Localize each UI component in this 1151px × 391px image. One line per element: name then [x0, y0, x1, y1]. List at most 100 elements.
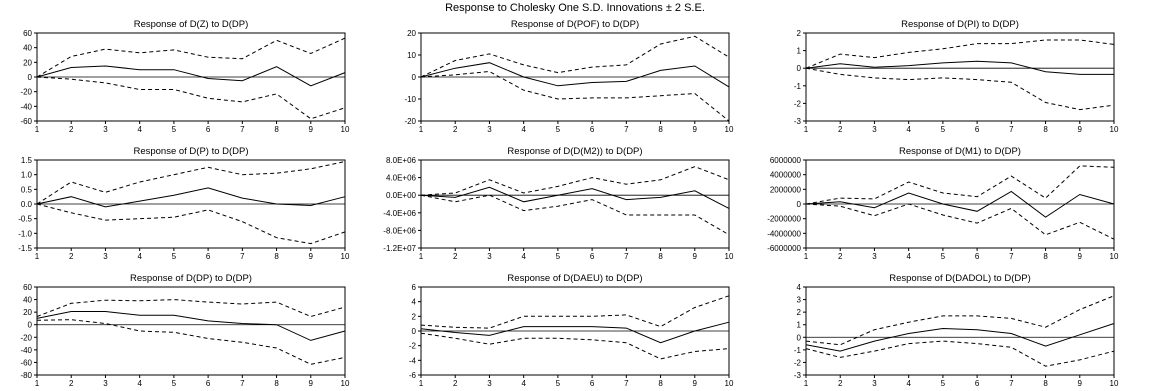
irf-panel: Response of D(DAEU) to D(DP) -6 -4 -2 0 2 4 6 1 2…: [409, 273, 734, 388]
lower-band-line: [36, 76, 346, 120]
plot-frame: [805, 286, 1115, 376]
y-tick-label: 2: [412, 312, 417, 321]
irf-panel: Response of D(M1) to D(DP) -6000000 -40000…: [767, 146, 1119, 261]
x-tick-label: 4: [906, 252, 911, 261]
y-tick-label: -3: [794, 371, 802, 380]
y-tick-label: -2: [794, 99, 802, 108]
x-tick-label: 6: [975, 379, 980, 388]
x-tick-label: 6: [975, 125, 980, 134]
x-tick-label: 4: [137, 252, 142, 261]
y-tick-label: -3: [794, 117, 802, 126]
panel-title: Response of D(DAEU) to D(DP): [507, 273, 642, 284]
lower-band-line: [420, 194, 730, 236]
irf-line: [420, 62, 730, 88]
x-tick-label: 4: [906, 379, 911, 388]
irf-line: [805, 323, 1115, 352]
y-tick-label: -60: [20, 117, 32, 126]
y-tick-label: 60: [23, 29, 32, 38]
y-tick-label: 40: [23, 296, 32, 305]
x-tick-label: 1: [419, 125, 424, 134]
x-tick-label: 10: [1110, 125, 1119, 134]
panel-title: Response of D(P) to D(DP): [133, 146, 248, 157]
x-tick-label: 1: [35, 125, 40, 134]
x-tick-label: 5: [172, 379, 177, 388]
x-tick-label: 3: [103, 379, 108, 388]
y-tick-label: -80: [20, 371, 32, 380]
upper-band-line: [420, 35, 730, 78]
x-tick-label: 7: [1009, 125, 1014, 134]
irf-panel: Response of D(PI) to D(DP) -3 -2 -1 0 1 2 1 2 3 4 5…: [794, 19, 1119, 134]
x-tick-label: 5: [941, 125, 946, 134]
y-tick-label: -40: [20, 346, 32, 355]
upper-band-line: [420, 166, 730, 196]
upper-band-line: [805, 39, 1115, 69]
irf-line: [805, 60, 1114, 75]
y-tick-label: 2000000: [770, 185, 802, 194]
x-tick-label: 4: [521, 125, 526, 134]
y-tick-label: 60: [23, 283, 32, 292]
panel-title: Response of D(POF) to D(DP): [511, 19, 639, 30]
y-tick-label: 0: [797, 200, 802, 209]
irf-line: [36, 187, 346, 208]
x-tick-label: 3: [103, 252, 108, 261]
y-tick-label: 20: [23, 58, 32, 67]
x-tick-label: 4: [137, 379, 142, 388]
irf-line: [805, 190, 1115, 218]
lower-band-line: [420, 70, 730, 122]
x-tick-label: 7: [1009, 252, 1014, 261]
x-tick-label: 3: [103, 125, 108, 134]
x-tick-label: 4: [137, 125, 142, 134]
x-tick-label: 2: [838, 125, 843, 134]
x-tick-label: 8: [274, 379, 279, 388]
x-tick-label: 6: [590, 252, 595, 261]
irf-line: [36, 65, 346, 87]
panels-grid: Response of D(Z) to D(DP)-60-40-20020406…: [18, 19, 1119, 388]
x-tick-label: 7: [1009, 379, 1014, 388]
y-tick-label: -1: [794, 346, 802, 355]
x-tick-label: 1: [804, 125, 809, 134]
y-tick-label: -20: [404, 117, 416, 126]
irf-panel: Response of D(POF) to D(DP) -20 -10 0 10 20 1 2…: [404, 19, 734, 134]
y-tick-label: 1.5: [21, 156, 33, 165]
upper-band-line: [36, 299, 346, 318]
y-tick-label: 0: [412, 73, 417, 82]
x-tick-label: 9: [693, 252, 698, 261]
x-tick-label: 2: [69, 125, 74, 134]
x-tick-label: 1: [804, 379, 809, 388]
irf-line: [420, 321, 730, 344]
y-tick-label: 40: [23, 44, 32, 53]
upper-band-line: [805, 165, 1115, 205]
x-tick-label: 5: [172, 125, 177, 134]
x-tick-label: 8: [658, 252, 663, 261]
x-tick-label: 9: [309, 125, 314, 134]
y-tick-label: -6000000: [767, 244, 801, 253]
x-tick-label: 3: [872, 252, 877, 261]
plot-frame: [36, 286, 346, 376]
x-tick-label: 3: [872, 125, 877, 134]
x-tick-label: 7: [240, 125, 245, 134]
x-tick-label: 7: [624, 125, 629, 134]
irf-panel: Response of D(D(M2)) to D(DP) -1.2E+07 -8.…: [383, 146, 734, 261]
y-tick-label: -1: [794, 82, 802, 91]
irf-panel: Response of D(Z) to D(DP) -60 -40 -20 0 20 40 6…: [20, 19, 350, 134]
irf-panel: Response of D(DP) to D(DP) -80 -60 -40 -20 0 2…: [20, 273, 350, 388]
y-tick-label: -20: [20, 88, 32, 97]
x-tick-label: 10: [341, 379, 350, 388]
lower-band-line: [805, 203, 1115, 240]
x-tick-label: 10: [341, 125, 350, 134]
x-tick-label: 5: [556, 379, 561, 388]
x-tick-label: 8: [274, 252, 279, 261]
y-tick-label: -1.5: [18, 244, 32, 253]
x-tick-label: 6: [590, 379, 595, 388]
y-tick-label: 2: [797, 308, 802, 317]
x-tick-label: 1: [35, 379, 40, 388]
y-tick-label: 1: [797, 47, 802, 56]
lower-band-line: [36, 319, 346, 365]
x-tick-label: 8: [658, 125, 663, 134]
y-tick-label: -6: [409, 371, 417, 380]
y-tick-label: -2: [794, 358, 802, 367]
y-tick-label: 0: [412, 327, 417, 336]
x-tick-label: 8: [1043, 379, 1048, 388]
y-tick-label: 3: [797, 296, 802, 305]
x-tick-label: 6: [975, 252, 980, 261]
